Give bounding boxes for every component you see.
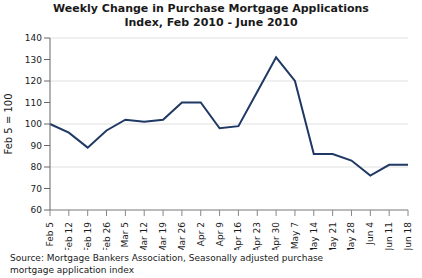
- svg-text:Feb 26: Feb 26: [102, 222, 112, 250]
- svg-text:80: 80: [31, 162, 43, 172]
- svg-text:Mar 12: Mar 12: [139, 222, 149, 250]
- svg-text:Apr 23: Apr 23: [252, 222, 262, 250]
- svg-text:May 21: May 21: [328, 222, 338, 250]
- svg-text:Jun 11: Jun 11: [384, 222, 394, 250]
- svg-text:90: 90: [31, 141, 43, 151]
- svg-text:Apr 2: Apr 2: [196, 222, 206, 246]
- svg-text:Apr 9: Apr 9: [215, 222, 225, 246]
- svg-text:May 28: May 28: [346, 222, 356, 250]
- svg-text:120: 120: [25, 76, 42, 86]
- svg-text:140: 140: [25, 33, 42, 43]
- svg-text:130: 130: [25, 55, 42, 65]
- svg-text:Apr 16: Apr 16: [233, 222, 243, 250]
- svg-text:Feb 12: Feb 12: [64, 222, 74, 250]
- svg-text:60: 60: [31, 205, 43, 215]
- svg-text:70: 70: [31, 184, 43, 194]
- html-text:mortgage application index: mortgage application index: [10, 265, 134, 275]
- svg-text:May 14: May 14: [309, 222, 319, 250]
- html-text:Source: Mortgage Bankers Assoc: Source: Mortgage Bankers Association, Se…: [10, 253, 324, 263]
- svg-text:Feb 19: Feb 19: [83, 222, 93, 250]
- svg-text:Feb 5: Feb 5: [45, 222, 55, 247]
- svg-text:Mar 5: Mar 5: [120, 222, 130, 248]
- svg-text:Mar 26: Mar 26: [177, 222, 187, 250]
- svg-text:May 7: May 7: [290, 222, 300, 249]
- svg-text:110: 110: [25, 98, 42, 108]
- html-text:Index, Feb 2010 - June 2010: Index, Feb 2010 - June 2010: [124, 16, 298, 29]
- svg-text:Jun 18: Jun 18: [403, 222, 413, 250]
- svg-text:Mar 19: Mar 19: [158, 222, 168, 250]
- svg-text:Feb 5 = 100: Feb 5 = 100: [8, 93, 14, 154]
- html-text:Weekly Change in Purchase Mort: Weekly Change in Purchase Mortgage Appli…: [53, 2, 369, 15]
- svg-text:Jun 4: Jun 4: [365, 222, 375, 246]
- svg-text:100: 100: [25, 119, 42, 129]
- svg-text:Apr 30: Apr 30: [271, 222, 281, 250]
